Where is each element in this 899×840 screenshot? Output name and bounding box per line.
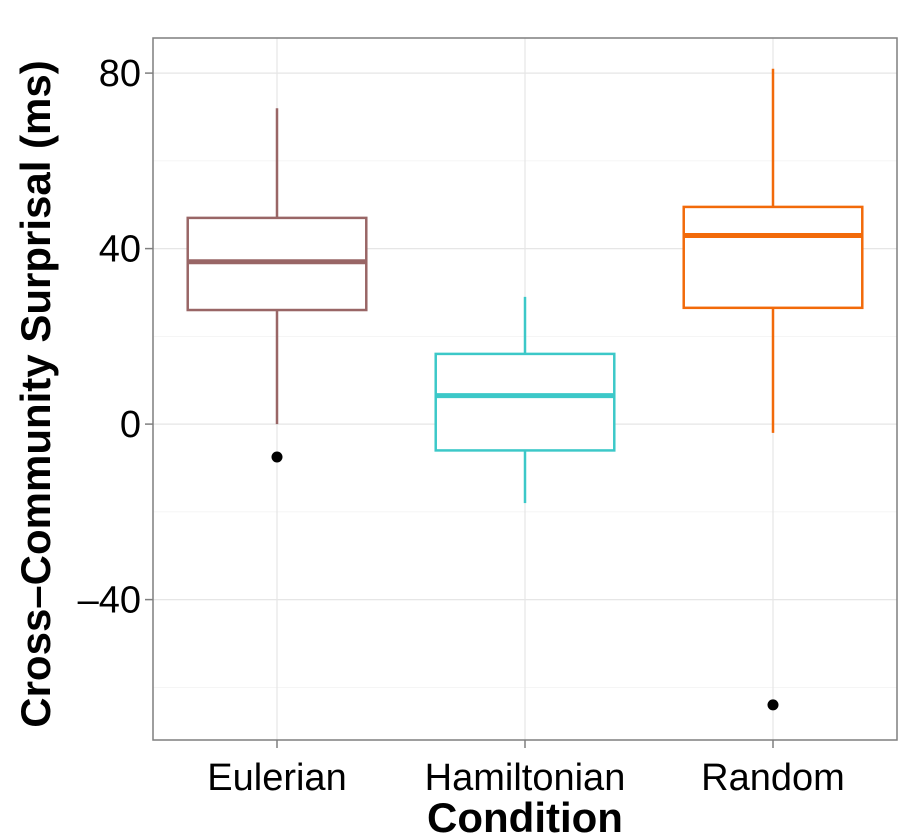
box-hamiltonian [434,296,616,504]
y-tick-label: 40 [99,229,141,271]
x-axis-ticks: Eulerian Hamiltonian Random [207,740,845,799]
y-axis-ticks: –40 0 40 80 [78,53,153,622]
x-tick-label: Random [701,757,845,799]
interquartile-box [682,205,864,310]
y-tick-label: –40 [78,580,141,622]
y-axis-title: Cross–Community Surprisal (ms) [12,60,59,728]
box-eulerian [186,108,368,463]
x-tick-label: Hamiltonian [425,757,626,799]
interquartile-box [434,352,616,452]
y-tick-label: 0 [120,404,141,446]
x-tick-label: Eulerian [207,757,346,799]
outlier-point [767,699,779,711]
x-axis-title: Condition [427,794,623,840]
y-tick-label: 80 [99,53,141,95]
outlier-point [271,451,283,463]
box-random [682,68,864,711]
box-series [186,68,864,711]
